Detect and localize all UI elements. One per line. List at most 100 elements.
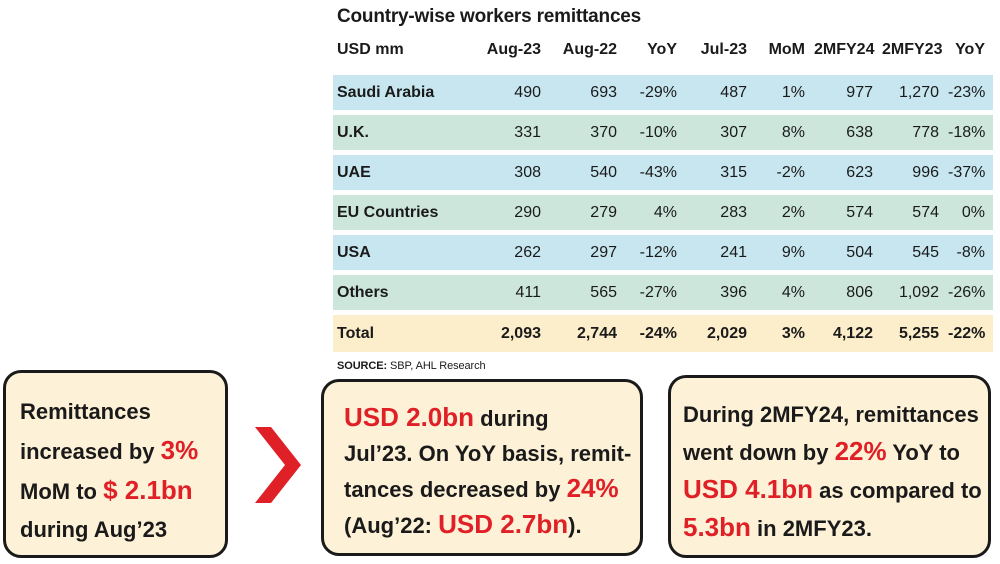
callout-highlight: 3% — [160, 435, 199, 465]
column-header: YoY — [647, 41, 677, 58]
table-cell: -8% — [947, 230, 993, 270]
table-cell: 545 — [881, 230, 947, 270]
table-cell: 8% — [755, 110, 813, 150]
table-cell: 370 — [549, 110, 625, 150]
callout-highlight: USD 2.7bn — [438, 509, 569, 539]
row-label: Total — [333, 310, 481, 352]
table-cell: 806 — [813, 270, 881, 310]
callout-line: During 2MFY24, remittances — [683, 402, 979, 427]
table-cell: 331 — [481, 110, 549, 150]
table-cell: -10% — [625, 110, 685, 150]
table-row: USA 262 297 -12% 241 9% 504 545 -8% — [333, 230, 993, 270]
table-cell: 574 — [813, 190, 881, 230]
table-cell: 279 — [549, 190, 625, 230]
table-cell: 9% — [755, 230, 813, 270]
callout-line: increased by 3% — [20, 431, 225, 471]
table-cell: 283 — [685, 190, 755, 230]
callout-line: MoM to $ 2.1bn — [20, 471, 225, 511]
table-cell: 778 — [881, 110, 947, 150]
callout-text: (Aug’22: — [344, 513, 439, 538]
table-cell: 262 — [481, 230, 549, 270]
source-text: SBP, AHL Research — [387, 360, 486, 372]
table-cell: -2% — [755, 150, 813, 190]
callout-line: (Aug’22: USD 2.7bn). — [344, 507, 640, 543]
row-label: Saudi Arabia — [333, 70, 481, 110]
source-note: SOURCE: SBP, AHL Research — [333, 360, 993, 372]
table-cell: 996 — [881, 150, 947, 190]
callout-text: in 2MFY23. — [750, 516, 872, 541]
table-cell: 241 — [685, 230, 755, 270]
table-cell: 5,255 — [881, 310, 947, 352]
callout-text: ). — [568, 513, 582, 538]
table-cell: 565 — [549, 270, 625, 310]
header-row: USD mm Aug-23 Aug-22 YoY Jul-23 MoM 2MFY… — [333, 30, 993, 70]
callout-line: tances decreased by 24% — [344, 471, 640, 507]
table-cell: 308 — [481, 150, 549, 190]
table-cell: 977 — [813, 70, 881, 110]
callout-line: Remittances — [20, 399, 151, 424]
callout-text: MoM to — [20, 479, 104, 504]
callout-text: tances decreased by — [344, 477, 567, 502]
callout-2mfy24: During 2MFY24, remittances went down by … — [668, 375, 991, 558]
table-cell: -18% — [947, 110, 993, 150]
table-cell: -12% — [625, 230, 685, 270]
table-cell: 4% — [755, 270, 813, 310]
callout-line: during Aug’23 — [20, 517, 168, 542]
total-row: Total 2,093 2,744 -24% 2,029 3% 4,122 5,255 -22% — [333, 310, 993, 352]
callout-line: Jul’23. On YoY basis, remit- — [344, 441, 632, 466]
table-cell: 297 — [549, 230, 625, 270]
row-label: U.K. — [333, 110, 481, 150]
table-cell: 540 — [549, 150, 625, 190]
table-cell: 504 — [813, 230, 881, 270]
table-row: Others 411 565 -27% 396 4% 806 1,092 -26% — [333, 270, 993, 310]
table-title: Country-wise workers remittances — [337, 6, 642, 27]
row-label: EU Countries — [333, 190, 481, 230]
table-cell: 2,029 — [685, 310, 755, 352]
table-cell: -23% — [947, 70, 993, 110]
column-header: YoY — [955, 41, 985, 58]
column-header: Aug-22 — [562, 41, 617, 58]
table-cell: 411 — [481, 270, 549, 310]
callout-text: increased by — [20, 439, 161, 464]
callout-line: went down by 22% YoY to — [683, 433, 988, 471]
callout-line: USD 2.0bn during — [344, 400, 640, 436]
table-cell: 693 — [549, 70, 625, 110]
table-cell: -22% — [947, 310, 993, 352]
table-cell: 1% — [755, 70, 813, 110]
table-cell: 315 — [685, 150, 755, 190]
table-cell: -37% — [947, 150, 993, 190]
table-cell: -29% — [625, 70, 685, 110]
callout-line: USD 4.1bn as compared to — [683, 471, 988, 509]
table-cell: 0% — [947, 190, 993, 230]
table-cell: -26% — [947, 270, 993, 310]
table-cell: 2,093 — [481, 310, 549, 352]
column-header: 2MFY24 — [814, 41, 875, 58]
callout-text: as compared to — [813, 478, 982, 503]
table-cell: 2,744 — [549, 310, 625, 352]
source-label: SOURCE: — [337, 360, 388, 372]
column-header: Aug-23 — [486, 41, 541, 58]
table-cell: -27% — [625, 270, 685, 310]
table-cell: 1,092 — [881, 270, 947, 310]
table-cell: 396 — [685, 270, 755, 310]
table-cell: -43% — [625, 150, 685, 190]
callout-highlight: USD 2.0bn — [344, 402, 475, 432]
callout-text: during — [474, 406, 549, 431]
table-cell: 490 — [481, 70, 549, 110]
callout-mom-increase: Remittances increased by 3% MoM to $ 2.1… — [3, 370, 228, 558]
table-cell: 574 — [881, 190, 947, 230]
callout-highlight: 22% — [834, 436, 887, 466]
chevron-right-icon — [255, 427, 301, 503]
column-header: USD mm — [337, 41, 404, 58]
table-cell: 2% — [755, 190, 813, 230]
table-cell: 4% — [625, 190, 685, 230]
callout-text: went down by — [683, 440, 835, 465]
table-row: EU Countries 290 279 4% 283 2% 574 574 0% — [333, 190, 993, 230]
table-cell: 307 — [685, 110, 755, 150]
callout-line: 5.3bn in 2MFY23. — [683, 509, 988, 547]
remittance-table: USD mm Aug-23 Aug-22 YoY Jul-23 MoM 2MFY… — [333, 30, 993, 352]
table-cell: 1,270 — [881, 70, 947, 110]
table-cell: 638 — [813, 110, 881, 150]
table-row: UAE 308 540 -43% 315 -2% 623 996 -37% — [333, 150, 993, 190]
table-cell: -24% — [625, 310, 685, 352]
